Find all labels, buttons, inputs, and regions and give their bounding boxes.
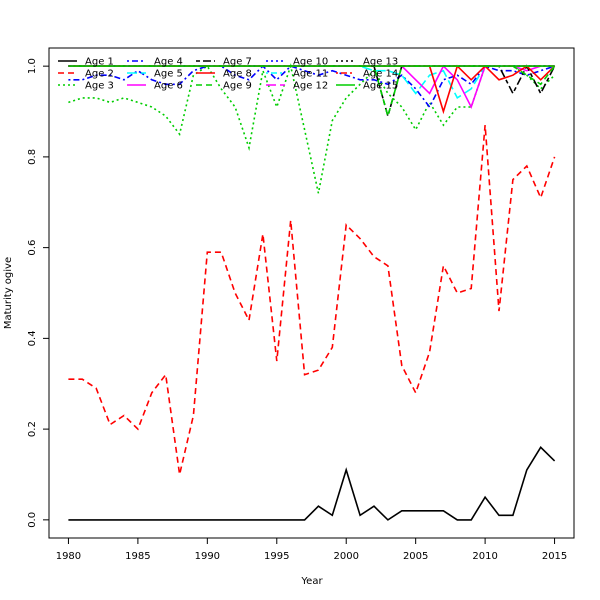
series-layer: [68, 63, 556, 521]
y-tick-label: 0.6: [27, 240, 38, 256]
y-axis-title: Maturity ogive: [3, 257, 14, 329]
legend-label: Age 11: [293, 69, 328, 80]
legend-label: Age 6: [154, 81, 183, 92]
legend-item-age-6: Age 6: [127, 81, 183, 92]
legend-label: Age 12: [293, 81, 328, 92]
y-tick-label: 0.4: [27, 330, 38, 346]
legend-label: Age 5: [154, 69, 183, 80]
x-tick-label: 2000: [333, 551, 358, 562]
legend-item-age-9: Age 9: [196, 81, 252, 92]
legend-item-age-13: Age 13: [336, 57, 398, 68]
legend-item-age-2: Age 2: [58, 69, 114, 80]
x-axis-title: Year: [300, 576, 323, 587]
legend-label: Age 3: [85, 81, 114, 92]
legend-item-age-10: Age 10: [266, 57, 328, 68]
x-tick-label: 1980: [56, 551, 81, 562]
legend-item-age-11: Age 11: [266, 69, 328, 80]
legend-label: Age 4: [154, 57, 183, 68]
legend-item-age-12: Age 12: [266, 81, 328, 92]
y-tick-label: 0.0: [27, 512, 38, 528]
legend-label: Age 13: [363, 57, 398, 68]
y-tick-label: 0.2: [27, 421, 38, 437]
legend-item-age-15: Age 15: [336, 81, 398, 92]
legend-item-age-1: Age 1: [58, 57, 114, 68]
x-tick-label: 1990: [195, 551, 220, 562]
axes-layer: 1980 1985 1990 1995 2000 2005 2010 2015 0.0 0.2 0.…: [27, 47, 575, 562]
legend-label: Age 1: [85, 57, 114, 68]
legend-label: Age 8: [223, 69, 252, 80]
legend-item-age-8: Age 8: [196, 69, 252, 80]
x-tick-label: 2015: [542, 551, 567, 562]
legend-label: Age 14: [363, 69, 398, 80]
plot-frame: [48, 47, 575, 539]
x-tick-label: 2010: [472, 551, 497, 562]
series-line-age-4: [68, 64, 555, 109]
y-tick-label: 0.8: [27, 149, 38, 165]
legend-label: Age 7: [223, 57, 252, 68]
legend-item-age-3: Age 3: [58, 81, 114, 92]
series-line-age-1: [68, 446, 556, 521]
legend-item-age-5: Age 5: [127, 69, 183, 80]
x-tick-label: 1995: [264, 551, 289, 562]
legend-label: Age 15: [363, 81, 398, 92]
x-tick-label: 1985: [125, 551, 150, 562]
legend-label: Age 9: [223, 81, 252, 92]
y-tick-label: 1.0: [27, 58, 38, 74]
x-tick-label: 2005: [403, 551, 428, 562]
legend-label: Age 10: [293, 57, 328, 68]
legend-label: Age 2: [85, 69, 114, 80]
legend-item-age-14: Age 14: [336, 69, 398, 80]
legend-item-age-4: Age 4: [127, 57, 183, 68]
legend-item-age-7: Age 7: [196, 57, 252, 68]
